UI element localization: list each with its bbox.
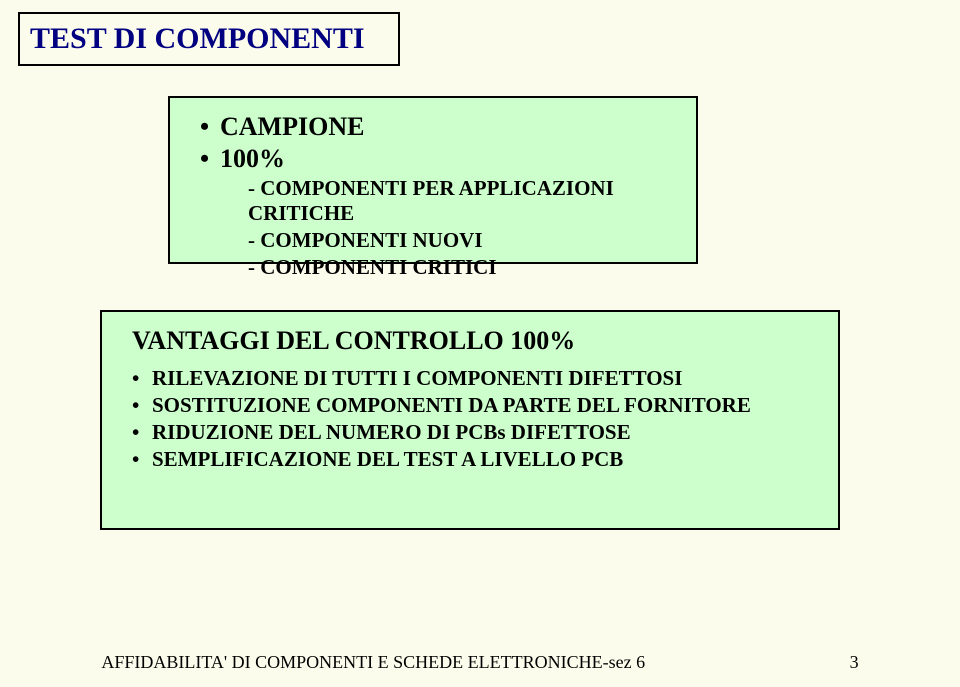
heading-text: 100% bbox=[220, 144, 285, 174]
item-text: SEMPLIFICAZIONE DEL TEST A LIVELLO PCB bbox=[152, 447, 623, 472]
item-text: RIDUZIONE DEL NUMERO DI PCBs DIFETTOSE bbox=[152, 420, 631, 445]
page-number: 3 bbox=[850, 652, 859, 673]
sub-item: - COMPONENTI CRITICI bbox=[200, 255, 676, 280]
bullet-icon: • bbox=[132, 366, 152, 391]
sub-item: - COMPONENTI PER APPLICAZIONI CRITICHE bbox=[200, 176, 676, 226]
bullet-icon: • bbox=[200, 144, 220, 174]
bullet-icon: • bbox=[132, 420, 152, 445]
page-title: TEST DI COMPONENTI bbox=[30, 22, 365, 56]
list-item: • SEMPLIFICAZIONE DEL TEST A LIVELLO PCB bbox=[132, 447, 818, 472]
box-vantaggi: VANTAGGI DEL CONTROLLO 100% • RILEVAZION… bbox=[100, 310, 840, 530]
list-item: • RIDUZIONE DEL NUMERO DI PCBs DIFETTOSE bbox=[132, 420, 818, 445]
bullet-icon: • bbox=[132, 447, 152, 472]
heading-100: • 100% bbox=[200, 144, 676, 174]
heading-campione: • CAMPIONE bbox=[200, 112, 676, 142]
list-item: • RILEVAZIONE DI TUTTI I COMPONENTI DIFE… bbox=[132, 366, 818, 391]
title-box: TEST DI COMPONENTI bbox=[18, 12, 400, 66]
footer: AFFIDABILITA' DI COMPONENTI E SCHEDE ELE… bbox=[0, 652, 960, 673]
footer-text: AFFIDABILITA' DI COMPONENTI E SCHEDE ELE… bbox=[101, 652, 645, 672]
sub-item: - COMPONENTI NUOVI bbox=[200, 228, 676, 253]
item-text: SOSTITUZIONE COMPONENTI DA PARTE DEL FOR… bbox=[152, 393, 751, 418]
section-title: VANTAGGI DEL CONTROLLO 100% bbox=[132, 326, 818, 356]
bullet-icon: • bbox=[200, 112, 220, 142]
bullet-icon: • bbox=[132, 393, 152, 418]
list-item: • SOSTITUZIONE COMPONENTI DA PARTE DEL F… bbox=[132, 393, 818, 418]
box-campione: • CAMPIONE • 100% - COMPONENTI PER APPLI… bbox=[168, 96, 698, 264]
heading-text: CAMPIONE bbox=[220, 112, 364, 142]
item-text: RILEVAZIONE DI TUTTI I COMPONENTI DIFETT… bbox=[152, 366, 682, 391]
